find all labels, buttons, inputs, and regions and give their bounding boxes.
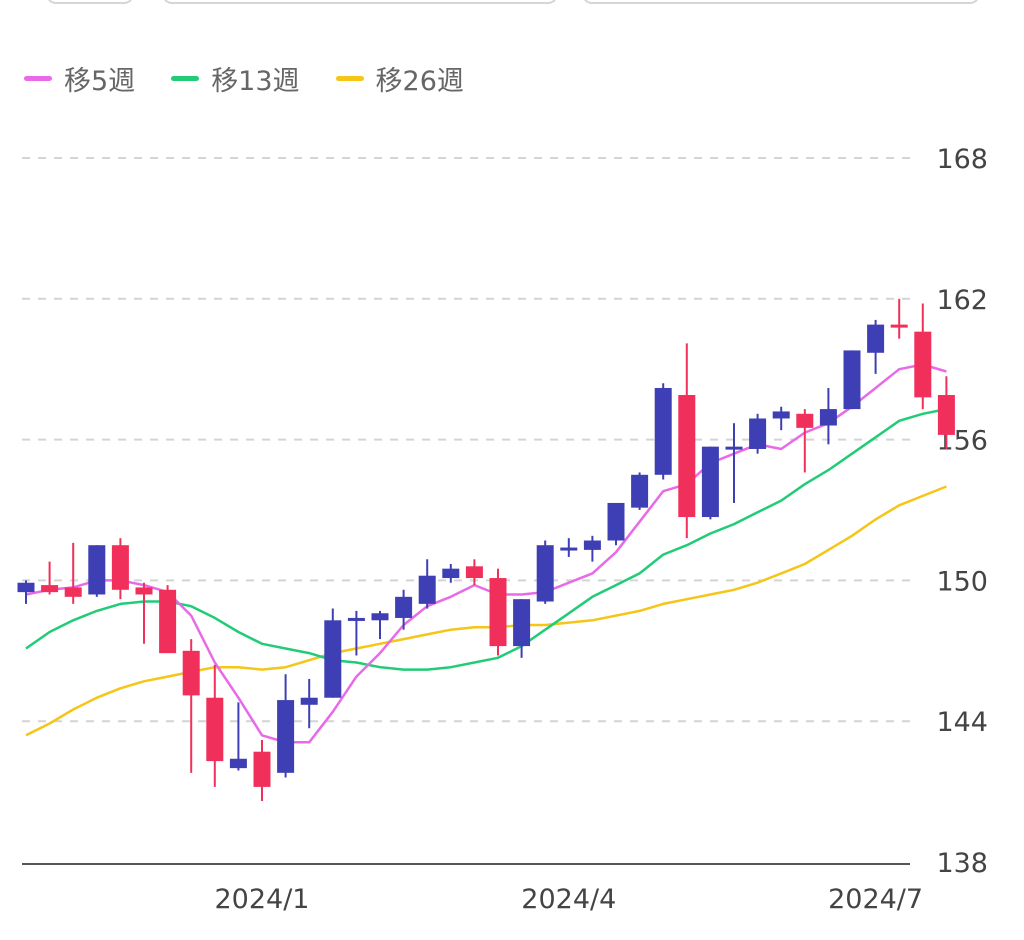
candle-body — [560, 547, 578, 551]
candle-body — [347, 617, 365, 621]
candle-body — [159, 589, 177, 654]
candle-body — [17, 582, 35, 593]
x-tick-label: 2024/4 — [521, 884, 616, 915]
candle-body — [229, 758, 247, 769]
candle-body — [418, 575, 436, 604]
legend-item-ma13[interactable]: 移13週 — [171, 59, 300, 98]
candle-body — [111, 545, 129, 590]
ma-line — [25, 363, 947, 744]
candle-body — [442, 568, 460, 579]
candle-body — [371, 613, 389, 621]
chart-legend: 移5週 移13週 移26週 — [24, 58, 500, 98]
y-tick-label: 150 — [936, 566, 988, 597]
candle-body — [701, 446, 719, 518]
candle-body — [88, 545, 106, 595]
candle-body — [489, 578, 507, 647]
candle-body — [843, 350, 861, 410]
toolbar-button-1[interactable] — [46, 0, 134, 4]
legend-swatch-ma26 — [335, 75, 364, 81]
toolbar-button-3[interactable] — [582, 0, 980, 4]
legend-label-ma26: 移26週 — [375, 65, 464, 97]
legend-swatch-ma13 — [171, 75, 200, 81]
candle-body — [206, 697, 224, 762]
candle-body — [749, 418, 767, 449]
candle-body — [536, 545, 554, 602]
candle-body — [135, 587, 153, 595]
candle-body — [819, 409, 837, 426]
candle-body — [914, 331, 932, 398]
candle-body — [395, 596, 413, 618]
y-tick-label: 162 — [936, 285, 988, 316]
candle-body — [182, 650, 200, 696]
candle-body — [324, 620, 342, 698]
candle-body — [678, 395, 696, 518]
x-tick-label: 2024/7 — [828, 884, 923, 915]
toolbar-button-2[interactable] — [162, 0, 558, 4]
ma-line — [25, 485, 947, 737]
legend-item-ma5[interactable]: 移5週 — [24, 59, 135, 98]
legend-item-ma26[interactable]: 移26週 — [335, 59, 464, 98]
legend-swatch-ma5 — [24, 75, 52, 81]
candle-body — [253, 751, 271, 787]
candle-body — [654, 387, 672, 475]
candle-body — [725, 446, 743, 450]
legend-label-ma5: 移5週 — [64, 65, 136, 97]
candle-body — [631, 474, 649, 508]
candle-body — [41, 585, 59, 593]
candle-body — [465, 566, 483, 579]
candle-body — [300, 697, 318, 705]
candle-body — [890, 324, 908, 328]
y-tick-label: 138 — [936, 848, 988, 879]
candle-body — [796, 413, 814, 428]
x-tick-label: 2024/1 — [215, 884, 310, 915]
candle-body — [937, 395, 955, 435]
y-tick-label: 168 — [936, 144, 988, 175]
candle-body — [607, 502, 625, 541]
candle-body — [513, 599, 531, 647]
y-tick-label: 144 — [936, 707, 988, 738]
candle-body — [867, 324, 885, 353]
candle-body — [64, 587, 82, 597]
candle-body — [772, 411, 790, 419]
candle-body — [277, 700, 295, 773]
top-toolbar — [0, 0, 1024, 8]
candle-body — [583, 540, 601, 550]
legend-label-ma13: 移13週 — [211, 65, 300, 97]
